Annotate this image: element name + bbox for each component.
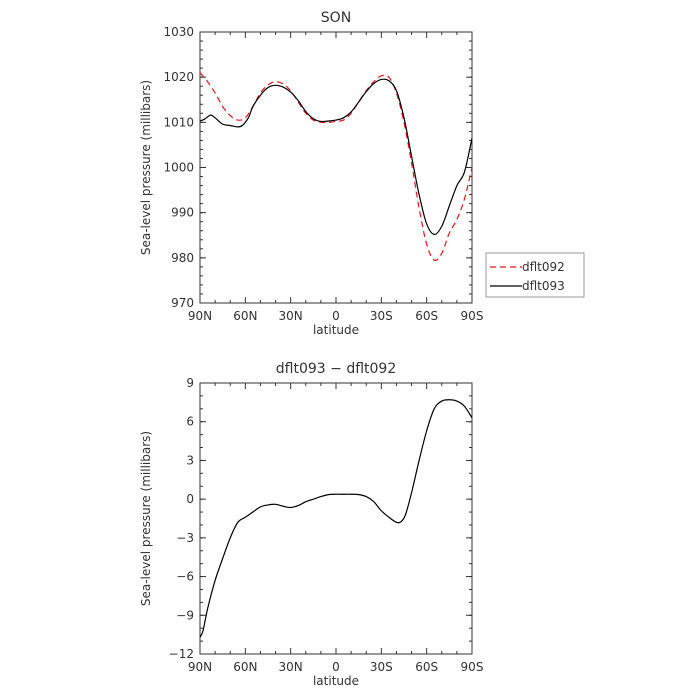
y-tick-label: −3 [176, 531, 194, 545]
x-tick-label: 30S [370, 660, 393, 674]
x-axis-label: latitude [313, 323, 359, 337]
x-tick-label: 90N [188, 660, 212, 674]
x-tick-label: 90N [188, 309, 212, 323]
x-tick-label: 60N [233, 660, 257, 674]
x-tick-label: 30N [279, 309, 303, 323]
y-tick-label: 1010 [163, 115, 194, 129]
y-tick-label: 1000 [163, 161, 194, 175]
y-tick-label: −9 [176, 608, 194, 622]
y-tick-label: 9 [186, 376, 194, 390]
x-tick-label: 60N [233, 309, 257, 323]
legend-label-dflt093: dflt093 [522, 279, 565, 293]
x-tick-label: 60S [415, 660, 438, 674]
x-tick-label: 0 [332, 660, 340, 674]
y-axis-label: Sea-level pressure (millibars) [139, 431, 153, 606]
x-axis-label: latitude [313, 674, 359, 688]
y-tick-label: 1030 [163, 25, 194, 39]
x-tick-label: 30S [370, 309, 393, 323]
x-tick-label: 90S [461, 309, 484, 323]
x-tick-label: 0 [332, 309, 340, 323]
plot-frame [199, 31, 473, 304]
y-tick-label: 1020 [163, 70, 194, 84]
top-panel: SON 90N 60N 30N 0 30S 60S 90S 970 980 990 1000 1010 1… [139, 10, 585, 337]
y-tick-label: −6 [176, 570, 194, 584]
chart-title: SON [321, 10, 351, 26]
y-tick-label: 980 [171, 251, 194, 265]
legend-box [485, 252, 585, 298]
y-tick-label: 6 [186, 415, 194, 429]
y-tick-label: 970 [171, 296, 194, 310]
plot-frame [199, 382, 473, 655]
chart-title: dflt093 − dflt092 [276, 361, 396, 377]
x-tick-label: 90S [461, 660, 484, 674]
y-tick-label: 3 [186, 453, 194, 467]
y-tick-label: 0 [186, 492, 194, 506]
y-tick-label: 990 [171, 206, 194, 220]
series-line-dflt093 [200, 78, 472, 235]
legend: dflt092 dflt093 [485, 252, 585, 298]
series-line-dflt092 [200, 72, 472, 262]
x-tick-label: 60S [415, 309, 438, 323]
bottom-panel: dflt093 − dflt092 90N 60N 30N 0 30S 60S 90S −12 −… [139, 361, 483, 688]
y-tick-label: −12 [169, 647, 194, 661]
series-line-series-0 [200, 399, 472, 638]
y-axis-label: Sea-level pressure (millibars) [139, 80, 153, 255]
x-tick-label: 30N [279, 660, 303, 674]
legend-label-dflt092: dflt092 [522, 260, 565, 274]
